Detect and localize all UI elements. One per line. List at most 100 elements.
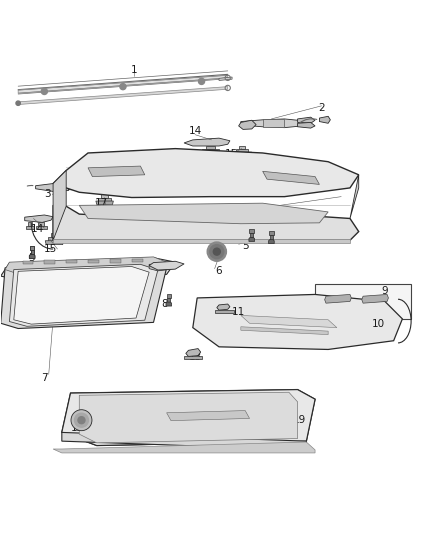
FancyBboxPatch shape xyxy=(315,284,411,319)
Polygon shape xyxy=(101,193,108,198)
Polygon shape xyxy=(62,390,315,446)
Polygon shape xyxy=(53,205,359,240)
Text: 14: 14 xyxy=(31,224,44,235)
Polygon shape xyxy=(35,183,71,191)
Circle shape xyxy=(198,78,205,84)
Polygon shape xyxy=(149,261,184,270)
Text: 6: 6 xyxy=(215,266,223,276)
Polygon shape xyxy=(166,410,250,421)
Text: 9: 9 xyxy=(381,286,388,295)
Polygon shape xyxy=(325,294,351,303)
Polygon shape xyxy=(31,250,34,254)
Polygon shape xyxy=(96,201,113,205)
Text: 11: 11 xyxy=(232,308,245,317)
Polygon shape xyxy=(25,226,34,229)
Polygon shape xyxy=(215,310,234,313)
Polygon shape xyxy=(249,238,254,241)
Polygon shape xyxy=(22,261,33,264)
Polygon shape xyxy=(53,171,66,240)
Polygon shape xyxy=(219,77,232,80)
Polygon shape xyxy=(66,260,77,263)
Polygon shape xyxy=(193,294,403,350)
Polygon shape xyxy=(263,171,319,184)
Circle shape xyxy=(71,410,92,431)
Circle shape xyxy=(207,242,226,261)
Polygon shape xyxy=(110,259,121,263)
Polygon shape xyxy=(51,233,58,237)
Polygon shape xyxy=(5,257,166,274)
Polygon shape xyxy=(79,392,297,443)
Text: 7: 7 xyxy=(41,373,48,383)
Polygon shape xyxy=(241,327,328,335)
Polygon shape xyxy=(28,222,32,226)
Polygon shape xyxy=(62,390,315,446)
Polygon shape xyxy=(62,432,306,450)
Polygon shape xyxy=(167,297,170,302)
Text: 17: 17 xyxy=(95,198,108,208)
Circle shape xyxy=(213,248,220,255)
Polygon shape xyxy=(38,222,44,226)
Polygon shape xyxy=(45,241,64,245)
Polygon shape xyxy=(99,198,111,201)
Polygon shape xyxy=(362,294,389,303)
Text: 13: 13 xyxy=(188,352,201,362)
Polygon shape xyxy=(53,442,315,453)
Polygon shape xyxy=(18,87,228,104)
Text: 3: 3 xyxy=(45,189,51,199)
Polygon shape xyxy=(88,166,145,176)
Polygon shape xyxy=(88,260,99,263)
Text: 15: 15 xyxy=(225,149,238,159)
Circle shape xyxy=(41,88,47,94)
Polygon shape xyxy=(232,152,252,156)
Polygon shape xyxy=(184,138,230,146)
Polygon shape xyxy=(166,302,172,306)
Polygon shape xyxy=(270,235,273,240)
Polygon shape xyxy=(241,316,337,328)
Text: 5: 5 xyxy=(28,253,35,263)
Polygon shape xyxy=(53,239,350,243)
Polygon shape xyxy=(217,304,230,310)
Circle shape xyxy=(74,413,88,427)
Polygon shape xyxy=(109,175,116,179)
Polygon shape xyxy=(239,120,256,130)
Polygon shape xyxy=(106,179,119,183)
Polygon shape xyxy=(68,182,84,190)
Circle shape xyxy=(210,245,224,259)
Polygon shape xyxy=(103,183,121,187)
Polygon shape xyxy=(268,240,274,244)
Text: 14: 14 xyxy=(188,126,201,136)
Polygon shape xyxy=(79,203,328,224)
Text: 5: 5 xyxy=(242,240,248,251)
Polygon shape xyxy=(241,119,306,128)
Polygon shape xyxy=(1,258,175,280)
Text: 19: 19 xyxy=(293,415,307,425)
Polygon shape xyxy=(44,261,55,264)
Polygon shape xyxy=(149,263,175,271)
Polygon shape xyxy=(201,149,219,152)
Circle shape xyxy=(120,84,126,90)
Polygon shape xyxy=(29,254,35,259)
Polygon shape xyxy=(30,246,35,250)
Text: 2: 2 xyxy=(318,103,325,114)
Text: 12: 12 xyxy=(71,423,84,433)
Polygon shape xyxy=(166,294,171,297)
Polygon shape xyxy=(297,117,315,123)
Text: 4: 4 xyxy=(259,206,266,216)
Circle shape xyxy=(78,417,85,424)
Polygon shape xyxy=(350,175,359,219)
Polygon shape xyxy=(184,357,202,359)
Polygon shape xyxy=(132,259,143,262)
Polygon shape xyxy=(35,226,46,229)
Polygon shape xyxy=(263,119,285,127)
Text: 16: 16 xyxy=(110,179,123,189)
Polygon shape xyxy=(14,266,149,324)
Polygon shape xyxy=(251,233,253,238)
Circle shape xyxy=(16,101,20,106)
Polygon shape xyxy=(239,146,245,149)
Polygon shape xyxy=(236,149,248,153)
Polygon shape xyxy=(269,231,274,235)
Polygon shape xyxy=(1,263,166,328)
Polygon shape xyxy=(18,75,228,93)
Text: 1: 1 xyxy=(131,65,137,75)
Polygon shape xyxy=(31,250,34,254)
